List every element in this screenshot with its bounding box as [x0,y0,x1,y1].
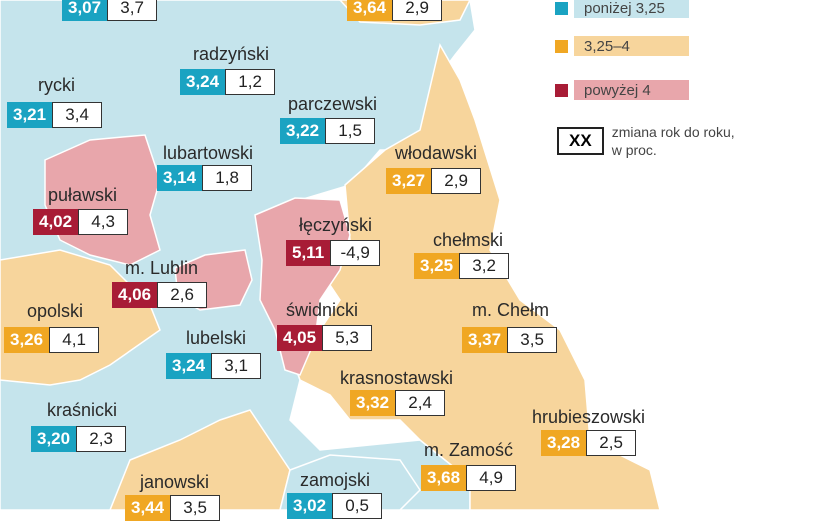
county-name: hrubieszowski [532,407,646,427]
county-values: 3,20 2,3 [31,426,127,452]
legend: poniżej 3,25 3,25–4 powyżej 4 XX zmiana … [555,0,816,190]
legend-swatch-orange [555,39,568,53]
legend-swatch-blue [555,1,568,15]
value-badge: 3,68 [421,465,467,491]
county-name: puławski [48,185,118,205]
legend-row-change: XX zmiana rok do roku, w proc. [557,123,735,159]
value-badge: 3,20 [31,426,77,452]
county-values: 4,02 4,3 [33,209,129,235]
legend-label-mid: 3,25–4 [574,36,689,56]
value-badge: 3,64 [347,0,393,21]
change-badge: 3,4 [52,102,103,128]
county-name: m. Zamość [424,440,514,460]
county-values: 3,22 1,5 [280,118,376,144]
change-badge: 2,6 [157,282,208,308]
county-values: 3,25 3,2 [414,253,510,279]
value-badge: 4,06 [112,282,158,308]
value-badge: 3,27 [386,168,432,194]
legend-xx-text: zmiana rok do roku, w proc. [612,123,735,159]
county-values: 4,05 5,3 [277,325,373,351]
change-badge: 1,5 [325,118,376,144]
legend-xx-line-1: zmiana rok do roku, [611,124,735,140]
county-name: świdnicki [286,300,359,320]
change-badge: 2,9 [431,168,482,194]
value-badge: 3,21 [7,102,53,128]
county-name: włodawski [395,143,478,163]
value-badge: 4,02 [33,209,79,235]
change-badge: 3,5 [170,495,221,521]
legend-label-high: powyżej 4 [574,80,689,100]
change-badge: 3,2 [459,253,510,279]
change-badge: -4,9 [330,240,381,266]
change-badge: 3,1 [211,353,262,379]
legend-row-mid: 3,25–4 [555,36,689,56]
county-values: 3,37 3,5 [462,327,558,353]
value-badge: 3,24 [166,353,212,379]
value-badge: 3,44 [125,495,171,521]
value-badge: 3,07 [62,0,108,21]
county-name: krasnostawski [340,368,454,388]
county-name: opolski [27,301,84,321]
value-badge: 3,02 [287,493,333,519]
legend-swatch-red [555,83,568,97]
value-badge: 4,05 [277,325,323,351]
legend-label-low: poniżej 3,25 [574,0,689,18]
county-values: 3,14 1,8 [157,165,253,191]
county-name: m. Lublin [125,258,199,278]
county-name: lubelski [186,328,247,348]
value-badge: 3,28 [541,430,587,456]
county-values: 3,26 4,1 [4,327,100,353]
change-badge: 2,9 [392,0,443,21]
county-values: 3,07 3,7 [62,0,158,21]
county-name: zamojski [300,470,371,490]
county-name: lubartowski [163,143,254,163]
value-badge: 3,24 [180,69,226,95]
legend-row-high: powyżej 4 [555,80,689,100]
county-values: 3,68 4,9 [421,465,517,491]
county-name: rycki [38,75,75,95]
county-values: 3,02 0,5 [287,493,383,519]
change-badge: 4,1 [49,327,100,353]
value-badge: 3,26 [4,327,50,353]
county-name: chełmski [433,230,504,250]
change-badge: 5,3 [322,325,373,351]
county-values: 3,64 2,9 [347,0,443,21]
county-name: radzyński [193,44,270,64]
value-badge: 3,37 [462,327,508,353]
change-badge: 1,2 [225,69,276,95]
county-name: parczewski [288,94,378,114]
county-name: m. Chełm [472,300,550,320]
county-values: 3,21 3,4 [7,102,103,128]
legend-xx-box: XX [557,127,604,155]
legend-xx-line-2: w proc. [611,142,657,158]
value-badge: 3,32 [350,390,396,416]
change-badge: 2,4 [395,390,446,416]
county-values: 3,28 2,5 [541,430,637,456]
county-name: kraśnicki [47,400,118,420]
change-badge: 4,3 [78,209,129,235]
county-name: łęczyński [299,215,373,235]
county-values: 4,06 2,6 [112,282,208,308]
county-values: 3,32 2,4 [350,390,446,416]
legend-row-low: poniżej 3,25 [555,0,689,18]
county-values: 3,24 3,1 [166,353,262,379]
change-badge: 1,8 [202,165,253,191]
county-values: 5,11 -4,9 [286,240,381,266]
value-badge: 3,14 [157,165,203,191]
value-badge: 3,22 [280,118,326,144]
county-values: 3,27 2,9 [386,168,482,194]
change-badge: 3,7 [107,0,158,21]
change-badge: 2,3 [76,426,127,452]
change-badge: 4,9 [466,465,517,491]
change-badge: 3,5 [507,327,558,353]
change-badge: 0,5 [332,493,383,519]
change-badge: 2,5 [586,430,637,456]
county-values: 3,44 3,5 [125,495,221,521]
county-name: janowski [140,472,210,492]
value-badge: 3,25 [414,253,460,279]
county-values: 3,24 1,2 [180,69,276,95]
value-badge: 5,11 [286,240,331,266]
